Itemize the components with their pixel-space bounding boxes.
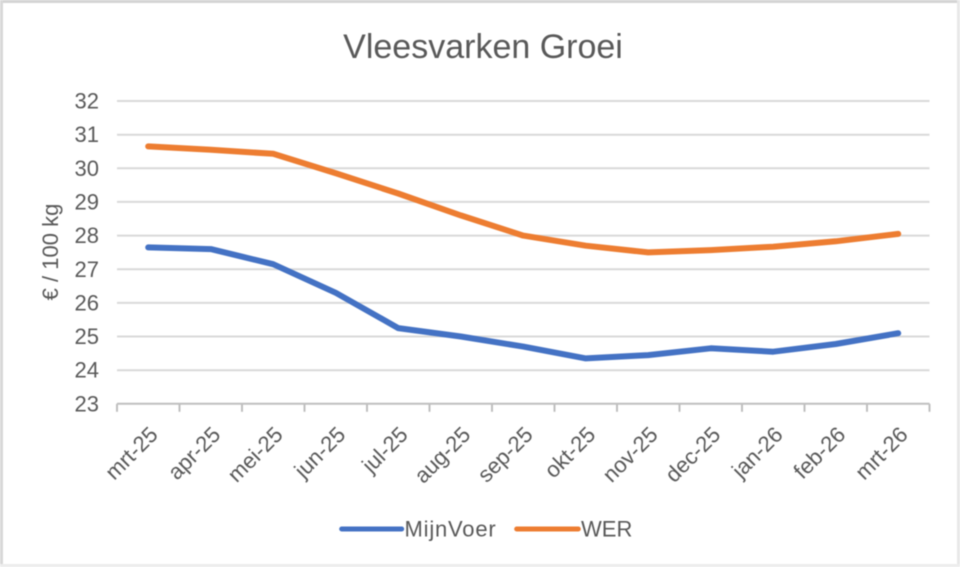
svg-text:€ / 100 kg: € / 100 kg	[38, 204, 63, 301]
svg-text:30: 30	[75, 156, 99, 181]
svg-text:WER: WER	[581, 517, 632, 542]
svg-text:29: 29	[75, 189, 99, 214]
svg-text:27: 27	[75, 257, 99, 282]
svg-text:Vleesvarken Groei: Vleesvarken Groei	[343, 28, 623, 66]
svg-text:26: 26	[75, 290, 99, 315]
svg-text:28: 28	[75, 223, 99, 248]
svg-text:31: 31	[75, 122, 99, 147]
svg-text:25: 25	[75, 324, 99, 349]
svg-text:32: 32	[75, 89, 99, 114]
svg-text:23: 23	[75, 391, 99, 416]
svg-text:24: 24	[75, 358, 99, 383]
svg-text:MijnVoer: MijnVoer	[405, 517, 497, 542]
